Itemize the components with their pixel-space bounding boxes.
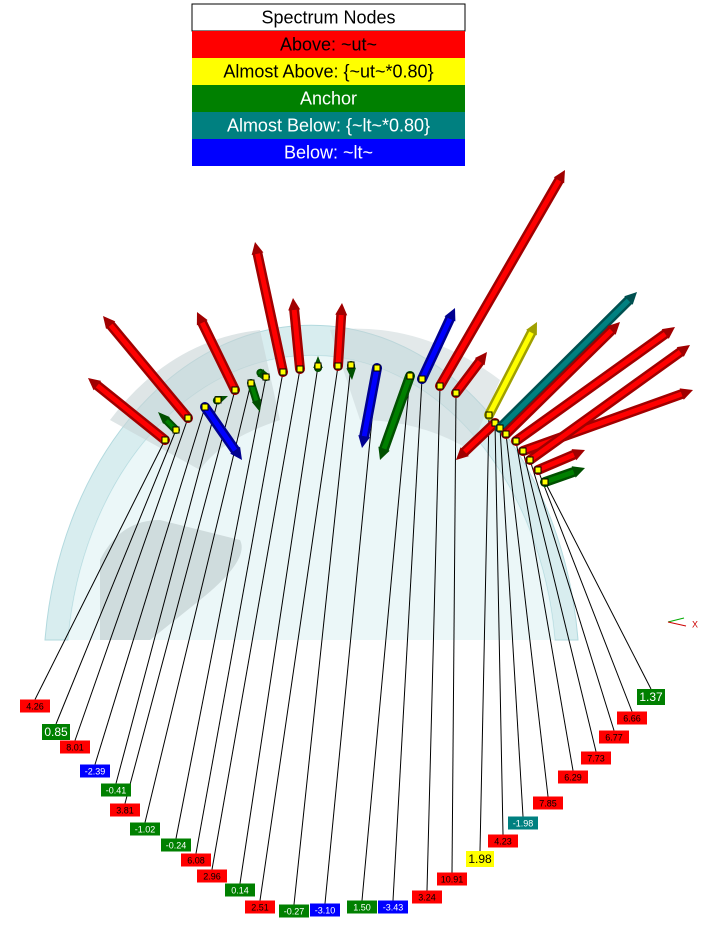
node-label: 6.77 [605, 732, 623, 742]
legend-entry: Anchor [300, 88, 357, 108]
node-label: 4.23 [494, 836, 512, 846]
axis-line [668, 622, 686, 626]
node-label: 1.37 [639, 690, 663, 704]
node-marker [503, 431, 509, 437]
legend-entry: Almost Above: {~ut~*0.80} [223, 61, 433, 81]
legend-title: Spectrum Nodes [261, 7, 395, 27]
node-marker [486, 412, 492, 418]
node-marker [280, 369, 286, 375]
node-label: -1.02 [135, 824, 156, 834]
node-marker [297, 366, 303, 372]
node-label: 3.81 [116, 805, 134, 815]
node-marker [419, 376, 425, 382]
node-marker [407, 373, 413, 379]
node-marker [348, 362, 354, 368]
node-marker [248, 380, 254, 386]
node-marker [185, 415, 191, 421]
node-label: 7.85 [539, 798, 557, 808]
axis-label: X [692, 619, 698, 629]
arrow-highlight [440, 180, 559, 386]
node-marker [520, 448, 526, 454]
legend-entry: Almost Below: {~lt~*0.80} [227, 115, 430, 135]
node-label: 0.85 [44, 725, 68, 739]
node-label: -2.39 [85, 766, 106, 776]
node-marker [527, 457, 533, 463]
node-label: 0.14 [231, 885, 249, 895]
legend: Spectrum Nodes Above: ~ut~ Almost Above: {… [192, 4, 465, 166]
node-marker [315, 363, 321, 369]
node-marker [374, 365, 380, 371]
node-marker [513, 438, 519, 444]
arrow-head [288, 298, 300, 311]
node-label: -0.24 [166, 840, 187, 850]
node-label: 1.98 [468, 852, 492, 866]
legend-entry: Below: ~lt~ [284, 142, 373, 162]
node-marker [453, 390, 459, 396]
node-marker [335, 363, 341, 369]
node-label: 10.91 [441, 874, 464, 884]
arrow-head [335, 303, 347, 315]
node-label: 7.73 [587, 753, 605, 763]
node-label: 4.26 [26, 701, 44, 711]
node-label: -3.43 [383, 902, 404, 912]
legend-entry: Above: ~ut~ [280, 34, 377, 54]
node-label: -0.41 [106, 785, 127, 795]
axis-line [668, 618, 684, 622]
node-marker [263, 374, 269, 380]
node-marker [202, 404, 208, 410]
node-label: -3.10 [315, 905, 336, 915]
node-marker [497, 425, 503, 431]
node-label: -1.98 [513, 818, 534, 828]
node-marker [162, 437, 168, 443]
node-label: 6.29 [564, 772, 582, 782]
node-marker [173, 427, 179, 433]
node-marker [215, 397, 221, 403]
node-label: -0.27 [284, 906, 305, 916]
axis-triad: X [668, 618, 698, 629]
node-label: 1.50 [353, 902, 371, 912]
node-label: 6.08 [187, 855, 205, 865]
node-marker [437, 383, 443, 389]
node-label: 8.01 [66, 742, 84, 752]
node-marker [542, 479, 548, 485]
node-label: 2.51 [251, 902, 269, 912]
node-marker [232, 387, 238, 393]
arrow-highlight [338, 315, 341, 366]
node-label: 3.24 [418, 892, 436, 902]
node-label: 2.96 [203, 871, 221, 881]
node-marker [535, 467, 541, 473]
node-label: 6.66 [623, 713, 641, 723]
